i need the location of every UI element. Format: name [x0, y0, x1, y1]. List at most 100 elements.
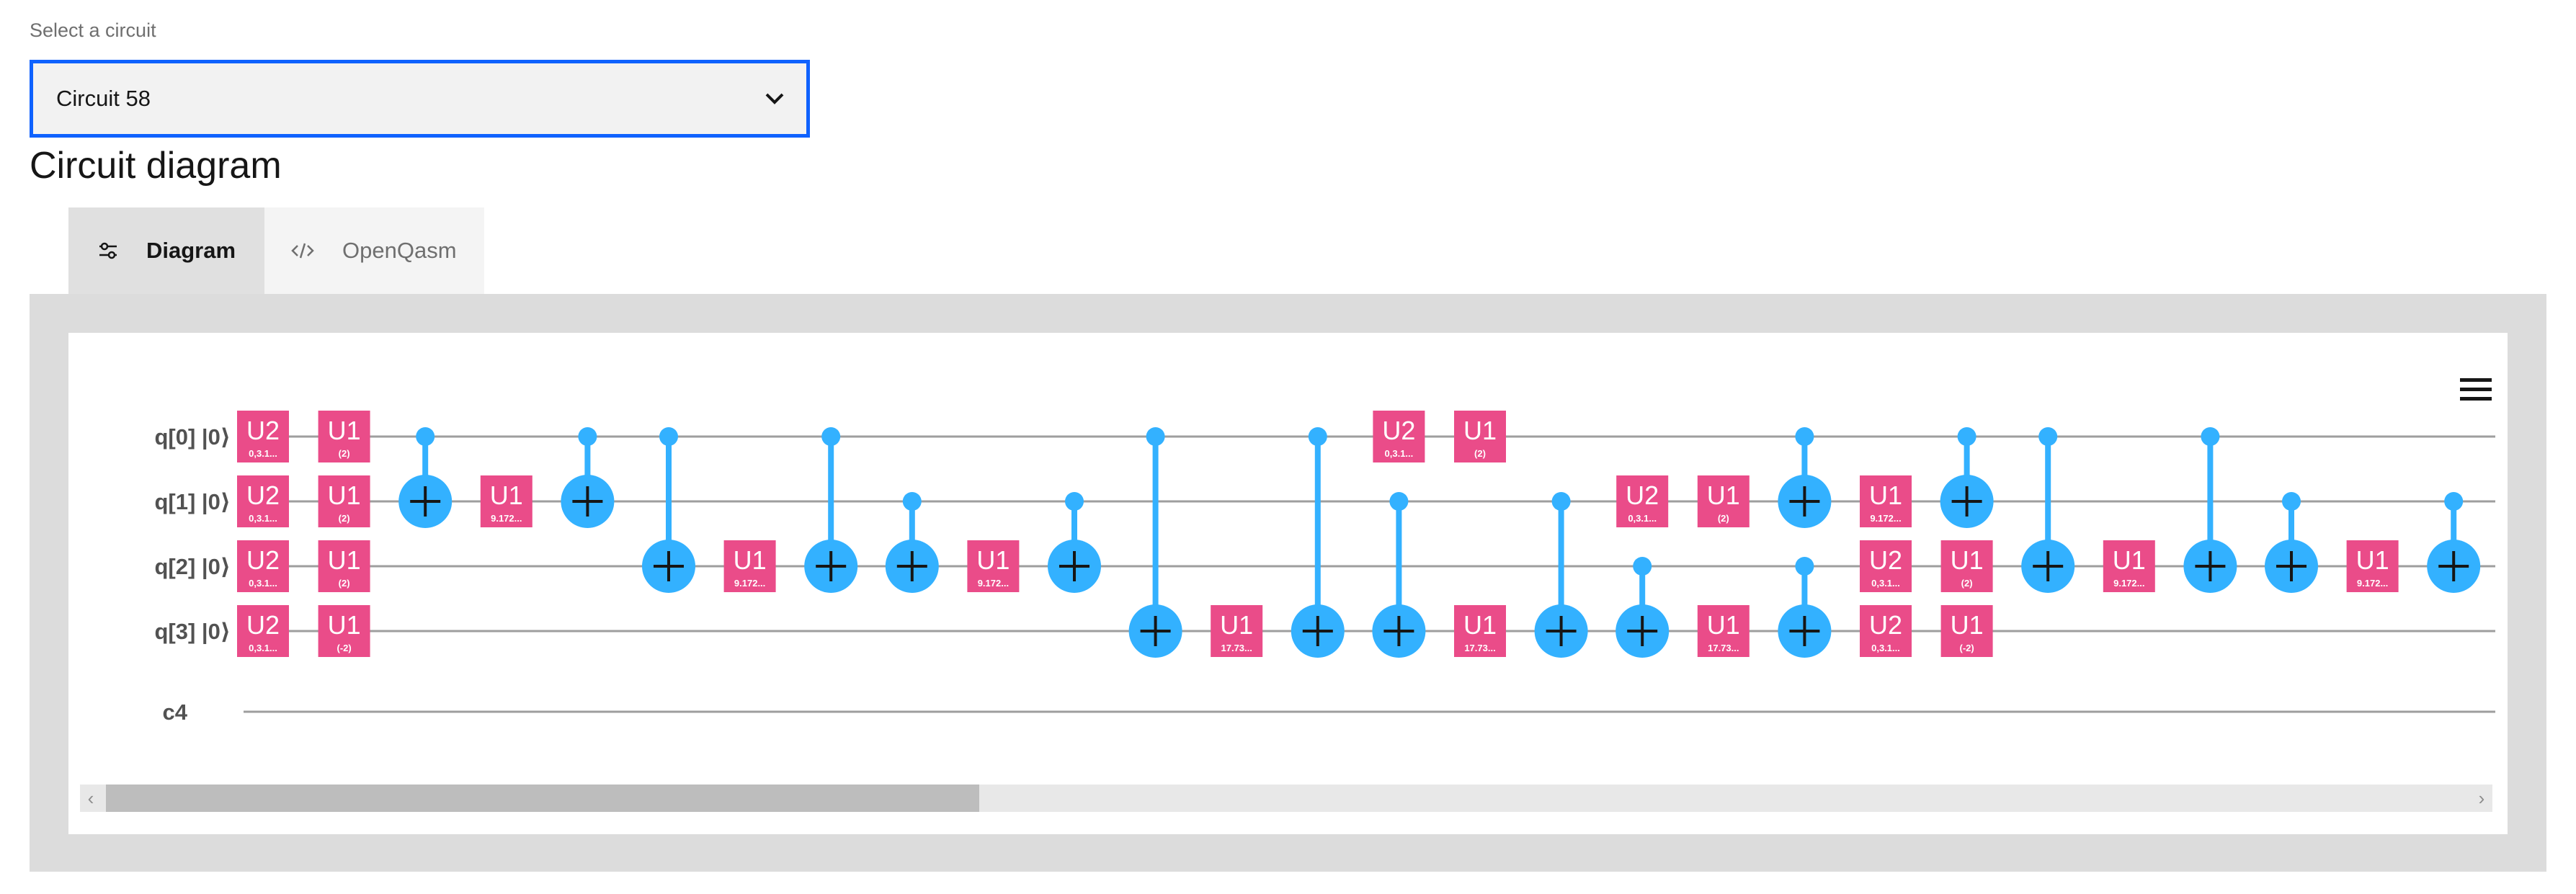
gate-param: 9.172... [2357, 578, 2388, 589]
cnot-control-dot [2038, 427, 2057, 446]
gate-name: U1 [1463, 416, 1497, 445]
cnot-gate [1048, 492, 1101, 593]
circuit-diagram: q[0] |0⟩q[1] |0⟩q[2] |0⟩q[3] |0⟩c4U20,3.… [68, 333, 2508, 779]
gate-name: U1 [2356, 545, 2389, 575]
qubit-label: q[0] |0⟩ [154, 424, 231, 450]
cnot-control-dot [2444, 492, 2463, 511]
gate-param: (2) [339, 578, 350, 589]
tab-openqasm-label: OpenQasm [342, 238, 457, 264]
gate-param: (-2) [1959, 643, 1974, 653]
gate-name: U2 [1382, 416, 1415, 445]
gate-param: 0,3.1... [1871, 578, 1900, 589]
gate-param: (-2) [337, 643, 351, 653]
cnot-control-dot [659, 427, 678, 446]
cnot-gate [2265, 492, 2318, 593]
cnot-gate [2427, 492, 2480, 593]
cnot-gate [2183, 427, 2237, 593]
gate-name: U1 [1951, 545, 1984, 575]
cnot-control-dot [1552, 492, 1571, 511]
gate-u1: U1 9.172... [967, 540, 1019, 592]
classical-label: c4 [163, 699, 188, 725]
tab-diagram[interactable]: Diagram [68, 207, 264, 294]
cnot-control-dot [1065, 492, 1084, 511]
cnot-gate [642, 427, 695, 593]
gate-param: 9.172... [978, 578, 1009, 589]
gate-param: 9.172... [491, 513, 522, 524]
gate-param: 0,3.1... [249, 513, 277, 524]
circuit-select-value: Circuit 58 [56, 86, 151, 112]
tab-openqasm[interactable]: OpenQasm [264, 207, 484, 294]
cnot-gate [1291, 427, 1345, 658]
cnot-gate [1129, 427, 1182, 658]
gate-param: (2) [1474, 448, 1486, 459]
cnot-control-dot [821, 427, 840, 446]
gate-u1: U1(2) [318, 540, 370, 592]
circuit-canvas: q[0] |0⟩ q[1] |0⟩ q[2] |0⟩ q[3] |0⟩ c4 U2 0,3.… [68, 333, 2508, 834]
menu-icon[interactable] [2460, 378, 2492, 407]
gate-name: U1 [1951, 610, 1984, 640]
scrollbar-thumb[interactable] [106, 785, 979, 812]
scroll-right-icon[interactable]: › [2471, 785, 2492, 812]
scroll-left-icon[interactable]: ‹ [80, 785, 102, 812]
cnot-gate [1940, 427, 1994, 528]
cnot-control-dot [1958, 427, 1976, 446]
cnot-gate [1778, 557, 1831, 658]
gate-name: U1 [328, 480, 361, 510]
cnot-control-dot [1146, 427, 1165, 446]
gate-u2: U2 0,3.1... [1860, 605, 1912, 657]
page-title: Circuit diagram [30, 144, 282, 187]
cnot-control-dot [578, 427, 597, 446]
gate-param: 9.172... [2113, 578, 2144, 589]
gate-u2: U2 0,3.1... [237, 540, 289, 592]
circuit-select-label: Select a circuit [30, 19, 156, 42]
cnot-gate [398, 427, 452, 528]
cnot-control-dot [416, 427, 434, 446]
gate-u1: U1 9.172... [2103, 540, 2155, 592]
gate-name: U2 [246, 545, 280, 575]
gate-u1: U1(2) [318, 475, 370, 527]
gate-u1: U1(2) [1454, 411, 1506, 462]
gate-name: U1 [1869, 480, 1902, 510]
gate-param: 0,3.1... [249, 578, 277, 589]
gate-name: U2 [246, 610, 280, 640]
gate-param: (2) [339, 513, 350, 524]
gate-param: 9.172... [1870, 513, 1901, 524]
gate-u2: U2 0,3.1... [1373, 411, 1425, 462]
cnot-gate [1615, 557, 1669, 658]
cnot-control-dot [903, 492, 922, 511]
gate-name: U2 [1869, 545, 1902, 575]
gate-name: U1 [328, 416, 361, 445]
gate-name: U2 [246, 416, 280, 445]
cnot-control-dot [1309, 427, 1327, 446]
gate-u1: U1 (-2) [318, 605, 370, 657]
gate-u1: U1 9.172... [481, 475, 532, 527]
gate-param: 9.172... [734, 578, 765, 589]
gate-u1: U1 9.172... [2347, 540, 2399, 592]
circuit-select[interactable]: Circuit 58 [30, 60, 810, 138]
gate-param: 17.73... [1221, 643, 1252, 653]
gate-param: (2) [339, 448, 350, 459]
gate-name: U2 [1869, 610, 1902, 640]
gate-name: U1 [328, 610, 361, 640]
gate-param: 0,3.1... [249, 448, 277, 459]
cnot-gate [561, 427, 614, 528]
gate-name: U1 [1707, 610, 1740, 640]
chevron-down-icon [763, 87, 786, 110]
gate-name: U1 [976, 545, 1010, 575]
gate-param: (2) [1718, 513, 1729, 524]
cnot-gate [1778, 427, 1831, 528]
tab-list: Diagram OpenQasm [68, 207, 484, 294]
cnot-gate [804, 427, 857, 593]
qubit-label: q[3] |0⟩ [154, 619, 231, 644]
gate-u1: U1(2) [318, 411, 370, 462]
cnot-control-dot [1795, 557, 1814, 576]
horizontal-scrollbar[interactable]: ‹ › [80, 785, 2492, 812]
gate-param: 0,3.1... [1385, 448, 1414, 459]
gate-name: U1 [490, 480, 523, 510]
cnot-control-dot [1389, 492, 1408, 511]
gate-u1: U1 17.73... [1454, 605, 1506, 657]
gate-u2: U2 0,3.1... [1616, 475, 1668, 527]
gate-u1: U1 9.172... [724, 540, 776, 592]
cnot-gate [1372, 492, 1425, 658]
qubit-label: q[1] |0⟩ [154, 489, 231, 514]
